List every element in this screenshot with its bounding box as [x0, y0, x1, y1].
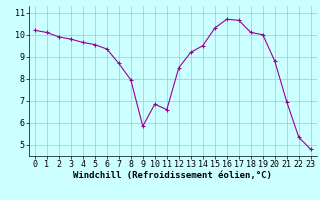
- X-axis label: Windchill (Refroidissement éolien,°C): Windchill (Refroidissement éolien,°C): [73, 171, 272, 180]
